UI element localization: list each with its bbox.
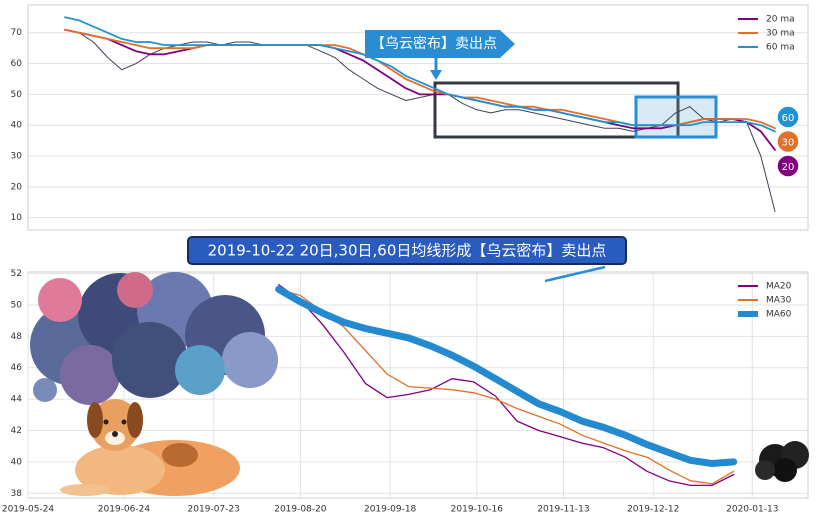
x-tick-label: 2019-12-12	[627, 505, 679, 515]
y-tick-label: 44	[11, 395, 23, 405]
y-tick-label: 40	[11, 457, 23, 467]
end-badge	[776, 129, 800, 154]
x-tick-label: 2019-08-20	[274, 505, 327, 515]
price-line	[64, 29, 776, 212]
y-tick-label: 50	[11, 90, 23, 100]
end-badge-label: 30	[782, 138, 795, 149]
y-tick-label: 60	[11, 59, 23, 69]
highlight-box	[433, 81, 680, 139]
legend-label: 60 ma	[766, 43, 795, 53]
legend-label: MA60	[766, 310, 792, 320]
y-tick-label: 10	[11, 213, 23, 223]
ma-line	[275, 285, 738, 467]
y-tick-label: 70	[11, 28, 23, 38]
highlight-box	[634, 95, 718, 139]
x-tick-label: 2019-10-16	[451, 505, 504, 515]
x-tick-label: 2019-05-24	[2, 505, 55, 515]
y-tick-label: 50	[11, 300, 23, 310]
dog-illustration	[60, 399, 240, 496]
annotation-pointer	[544, 265, 606, 283]
y-tick-label: 46	[11, 363, 23, 373]
x-tick-label: 2020-01-13	[726, 505, 778, 515]
y-tick-label: 38	[11, 489, 23, 499]
x-tick-label: 2019-09-18	[364, 505, 417, 515]
x-tick-label: 2019-06-24	[98, 505, 151, 515]
annotation: 【乌云密布】卖出点	[371, 35, 497, 52]
cloud-illustration	[30, 272, 278, 405]
end-badge-label: 20	[782, 162, 795, 173]
ma-line	[278, 283, 735, 487]
x-tick-label: 2019-11-13	[537, 505, 589, 515]
annotation-arrow	[365, 30, 515, 58]
storm-illustration	[755, 441, 809, 482]
y-tick-label: 52	[11, 269, 22, 279]
y-tick-label: 30	[11, 152, 23, 162]
legend-label: 20 ma	[766, 15, 795, 25]
annotation-box	[187, 236, 627, 265]
end-badge-label: 60	[782, 113, 795, 124]
legend-label: 30 ma	[766, 29, 795, 39]
ma-line	[64, 28, 776, 151]
end-badge	[776, 105, 800, 129]
x-tick-label: 2019-07-23	[188, 505, 240, 515]
y-tick-label: 42	[11, 426, 22, 436]
legend-label: MA30	[766, 296, 792, 306]
annotation: 2019-10-22 20日,30日,60日均线形成【乌云密布】卖出点	[208, 242, 607, 260]
legend-label: MA20	[766, 282, 792, 292]
y-tick-label: 40	[11, 121, 23, 131]
y-tick-label: 20	[11, 182, 23, 192]
ma-line	[278, 288, 735, 485]
annotation-pointer	[430, 70, 442, 80]
ma-line	[64, 16, 776, 133]
y-tick-label: 48	[11, 332, 23, 342]
end-badge	[776, 154, 800, 178]
